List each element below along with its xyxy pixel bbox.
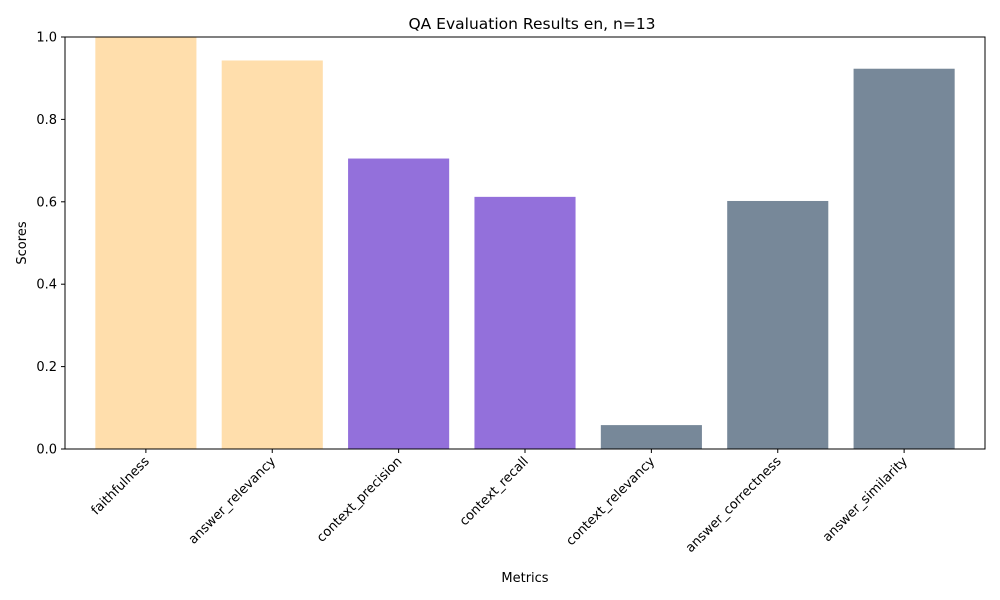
bar-faithfulness <box>95 37 197 449</box>
bar-context-recall <box>474 196 576 449</box>
y-tick-label: 1.0 <box>36 31 57 46</box>
chart-title: QA Evaluation Results en, n=13 <box>408 15 655 33</box>
bar-answer-similarity <box>853 68 955 449</box>
bar-context-relevancy <box>600 425 702 449</box>
y-tick-label: 0.4 <box>36 278 57 293</box>
y-axis: 0.0 0.2 0.4 0.6 0.8 1.0 <box>36 31 65 458</box>
y-axis-title: Scores <box>15 221 30 264</box>
bar-answer-relevancy <box>221 60 323 449</box>
bar-context-precision <box>348 158 450 450</box>
y-tick-label: 0.2 <box>36 360 57 375</box>
y-tick-label: 0.8 <box>36 113 57 128</box>
bar-answer-correctness <box>727 200 829 449</box>
x-axis-title: Metrics <box>501 571 548 586</box>
y-tick-label: 0.6 <box>36 195 57 210</box>
bars-group <box>95 37 955 450</box>
y-tick-label: 0.0 <box>36 443 57 458</box>
